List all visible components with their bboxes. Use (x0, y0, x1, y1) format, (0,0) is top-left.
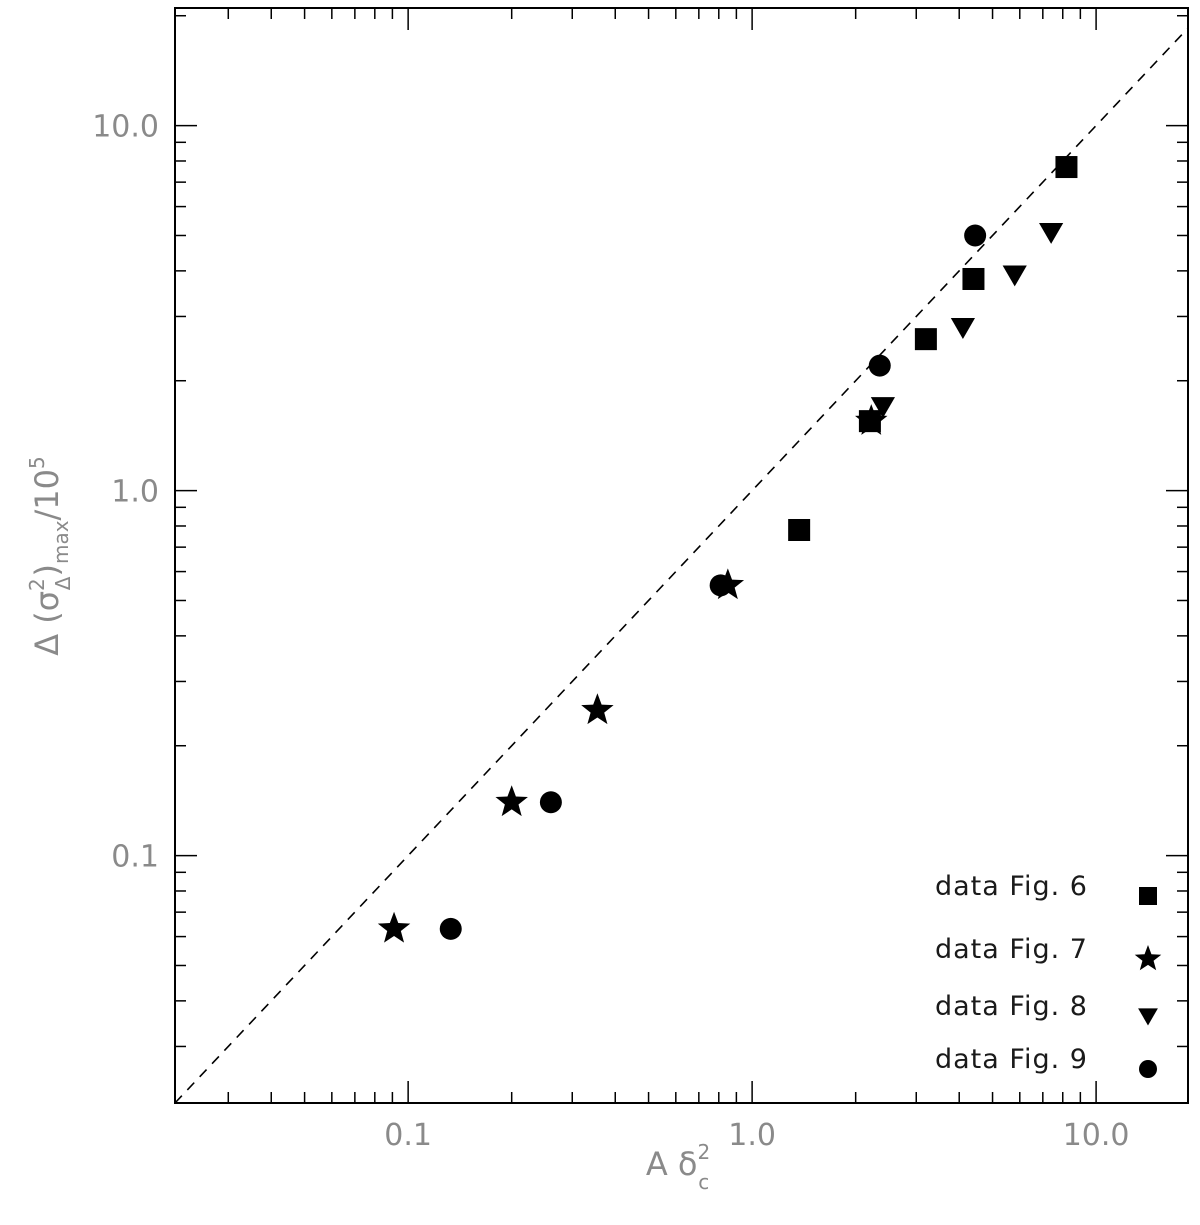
x-tick-label: 0.1 (384, 1118, 432, 1153)
data-point-circle (868, 354, 891, 377)
data-point-circle (539, 791, 562, 814)
legend-label: data Fig. 6 (935, 871, 1088, 902)
legend: data Fig. 6 data Fig. 7 data Fig. 8 data Fi… (935, 871, 1162, 1078)
data-point-triangle-down (950, 318, 976, 339)
legend-marker-square (1139, 887, 1157, 905)
data-point-square (788, 518, 811, 541)
reference-line-y-equals-x (174, 27, 1189, 1104)
data-point-square (914, 328, 937, 351)
data-point-circle (439, 917, 462, 940)
points-layer (377, 156, 1078, 943)
data-point-circle (709, 574, 732, 597)
legend-label: data Fig. 7 (935, 934, 1088, 965)
y-tick-label: 10.0 (92, 110, 159, 145)
legend-marker-star (1134, 945, 1162, 971)
data-point-triangle-down (870, 397, 896, 419)
data-point-star (855, 404, 888, 435)
series-triangle-down (870, 222, 1064, 419)
y-tick-label: 1.0 (111, 475, 159, 510)
series-star (377, 404, 888, 943)
legend-item: data Fig. 6 (935, 871, 1157, 905)
series-circle (439, 224, 987, 940)
y-tick-label: 0.1 (111, 840, 159, 875)
legend-item: data Fig. 7 (935, 934, 1162, 971)
x-tick-label: 10.0 (1063, 1118, 1130, 1153)
data-point-circle (964, 224, 987, 247)
data-point-square (1055, 156, 1078, 179)
data-point-star (377, 911, 411, 943)
series-square (788, 156, 1078, 541)
axis-labels-layer: A δ2 c Δ (σ2 Δ)max/105 (25, 456, 710, 1194)
legend-label: data Fig. 8 (935, 991, 1088, 1022)
data-point-star (581, 693, 614, 725)
x-axis-label: A δ2 c (646, 1140, 710, 1194)
data-point-triangle-down (1039, 222, 1064, 244)
data-point-square (962, 267, 985, 290)
legend-label: data Fig. 9 (935, 1044, 1088, 1075)
legend-item: data Fig. 9 (935, 1044, 1157, 1078)
legend-marker-circle (1139, 1060, 1157, 1078)
tick-labels-layer: 0.1 1.0 10.0 0.1 1.0 10.0 (92, 110, 1129, 1153)
y-axis-label: Δ (σ2 Δ)max/105 (25, 456, 75, 656)
legend-item: data Fig. 8 (935, 991, 1158, 1026)
reference-line-layer (174, 27, 1189, 1104)
plot-frame (174, 7, 1189, 1104)
x-tick-label: 1.0 (728, 1118, 776, 1153)
data-point-star (495, 785, 528, 817)
data-point-triangle-down (1002, 265, 1027, 287)
ticks-layer (175, 8, 1188, 1103)
legend-marker-triangle-down (1138, 1008, 1158, 1026)
